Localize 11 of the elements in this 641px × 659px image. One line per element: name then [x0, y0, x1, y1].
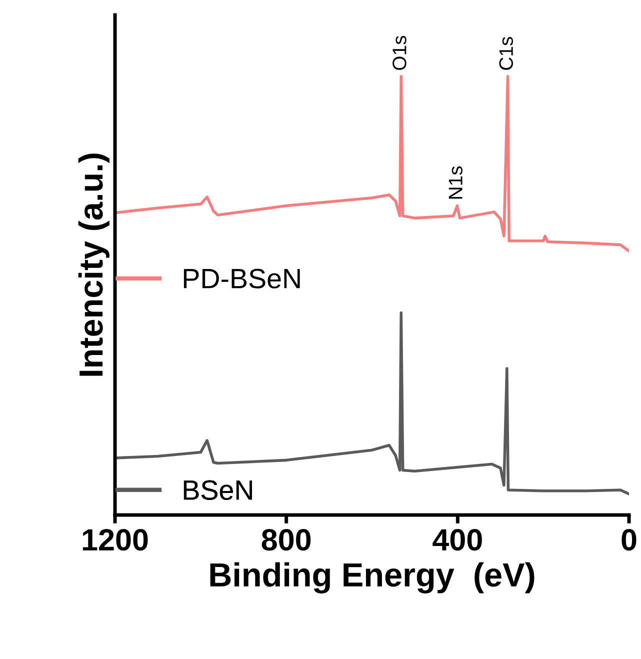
legend-label: BSeN — [184, 480, 252, 500]
x-tick-label: 1200 — [82, 529, 148, 551]
annotation: N1s — [448, 166, 462, 199]
x-tick-label: 0 — [622, 529, 636, 551]
legend-label: PD-BSeN — [184, 268, 300, 288]
annotation: C1s — [499, 36, 513, 70]
x-axis-title: Binding Energy (eV) — [210, 562, 534, 594]
x-tick-label: 400 — [432, 529, 482, 551]
x-tick-label: 800 — [262, 529, 311, 551]
y-axis-title: Intencity (a.u.) — [78, 154, 110, 376]
annotation: O1s — [392, 36, 406, 70]
